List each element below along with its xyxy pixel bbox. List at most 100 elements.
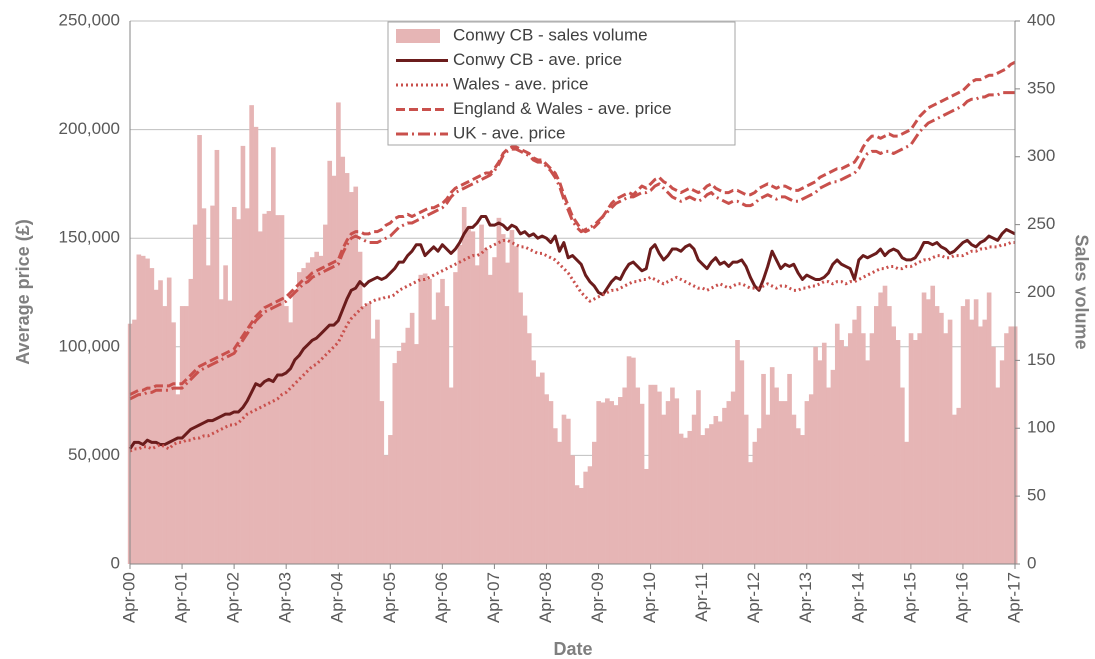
bar [379, 401, 385, 564]
x-tick-label: Apr-15 [900, 572, 919, 623]
bar [895, 340, 901, 564]
bar [535, 376, 541, 564]
bar [561, 414, 567, 564]
bar [852, 319, 857, 564]
line [129, 60, 1016, 396]
x-tick-label: Apr-17 [1004, 572, 1023, 623]
y-tick-label: 50,000 [68, 445, 120, 464]
bar [492, 257, 497, 564]
bar [518, 292, 523, 564]
bar [375, 319, 380, 564]
bar [314, 251, 320, 564]
bar [592, 441, 597, 564]
bar [678, 433, 684, 564]
bar [366, 303, 372, 564]
bar [448, 387, 454, 564]
bar [145, 258, 150, 564]
bar [175, 394, 181, 564]
bar [778, 401, 784, 564]
x-tick-label: Apr-14 [848, 572, 867, 623]
bar [496, 217, 502, 564]
y2-tick-label: 50 [1027, 486, 1046, 505]
bar [960, 306, 966, 564]
bar [179, 306, 185, 564]
y2-axis-title: Sales volume [1071, 234, 1091, 349]
bar [860, 333, 866, 564]
bar [544, 394, 549, 564]
bar [713, 416, 719, 564]
y-tick-label: 100,000 [59, 336, 120, 355]
bar [557, 441, 562, 564]
bar [422, 273, 428, 564]
bar [409, 312, 415, 564]
bar [288, 322, 293, 564]
bar [236, 219, 241, 564]
bar [466, 227, 471, 564]
bar [279, 215, 285, 564]
bar [1004, 333, 1009, 564]
bar [956, 407, 962, 564]
bar [709, 424, 714, 564]
y2-tick-label: 300 [1027, 146, 1055, 165]
bar [661, 414, 667, 564]
bar [383, 455, 389, 564]
bar [353, 186, 359, 565]
bar [244, 208, 250, 564]
bar [639, 403, 645, 564]
legend-label: UK - ave. price [453, 123, 565, 142]
x-tick-label: Apr-01 [172, 572, 191, 623]
bar [600, 402, 606, 564]
bar [479, 224, 484, 564]
x-tick-label: Apr-02 [224, 572, 243, 623]
bar [453, 272, 458, 564]
bar [275, 215, 280, 564]
bar [526, 333, 532, 564]
bar [800, 435, 805, 564]
bar [362, 306, 367, 564]
bar [218, 299, 224, 564]
legend-label: Conwy CB - ave. price [453, 50, 622, 69]
bar [574, 485, 580, 564]
bar [748, 462, 753, 564]
bar [349, 192, 354, 565]
bar [323, 224, 328, 564]
legend-label: Conwy CB - sales volume [453, 25, 648, 44]
bar [605, 398, 610, 564]
bar [626, 356, 632, 564]
bar [583, 471, 588, 564]
bar [292, 289, 298, 564]
bar [192, 224, 198, 564]
bar [301, 268, 306, 564]
bar [826, 387, 831, 564]
bar [570, 455, 575, 564]
bar [830, 369, 836, 564]
bar [917, 333, 923, 564]
bar [991, 346, 996, 564]
bar [336, 102, 341, 564]
x-tick-label: Apr-00 [119, 572, 138, 623]
bar [609, 401, 615, 564]
legend-swatch [396, 29, 440, 43]
bar [674, 398, 680, 564]
bar [982, 319, 988, 564]
bar [153, 289, 159, 564]
bar [869, 333, 875, 564]
bar [730, 391, 736, 564]
line [129, 91, 1015, 401]
legend-box [387, 21, 736, 146]
y-tick-label: 250,000 [59, 10, 120, 29]
bar [522, 315, 528, 564]
bar [735, 340, 740, 564]
x-tick-label: Apr-04 [328, 572, 347, 623]
bar [565, 418, 571, 564]
y2-tick-label: 200 [1027, 282, 1055, 301]
bar [344, 173, 350, 565]
bar [579, 487, 584, 564]
bar [401, 342, 406, 564]
bar [310, 257, 315, 564]
bar [618, 397, 623, 564]
x-tick-label: Apr-05 [380, 572, 399, 623]
bar [201, 208, 207, 564]
bar [140, 255, 146, 564]
